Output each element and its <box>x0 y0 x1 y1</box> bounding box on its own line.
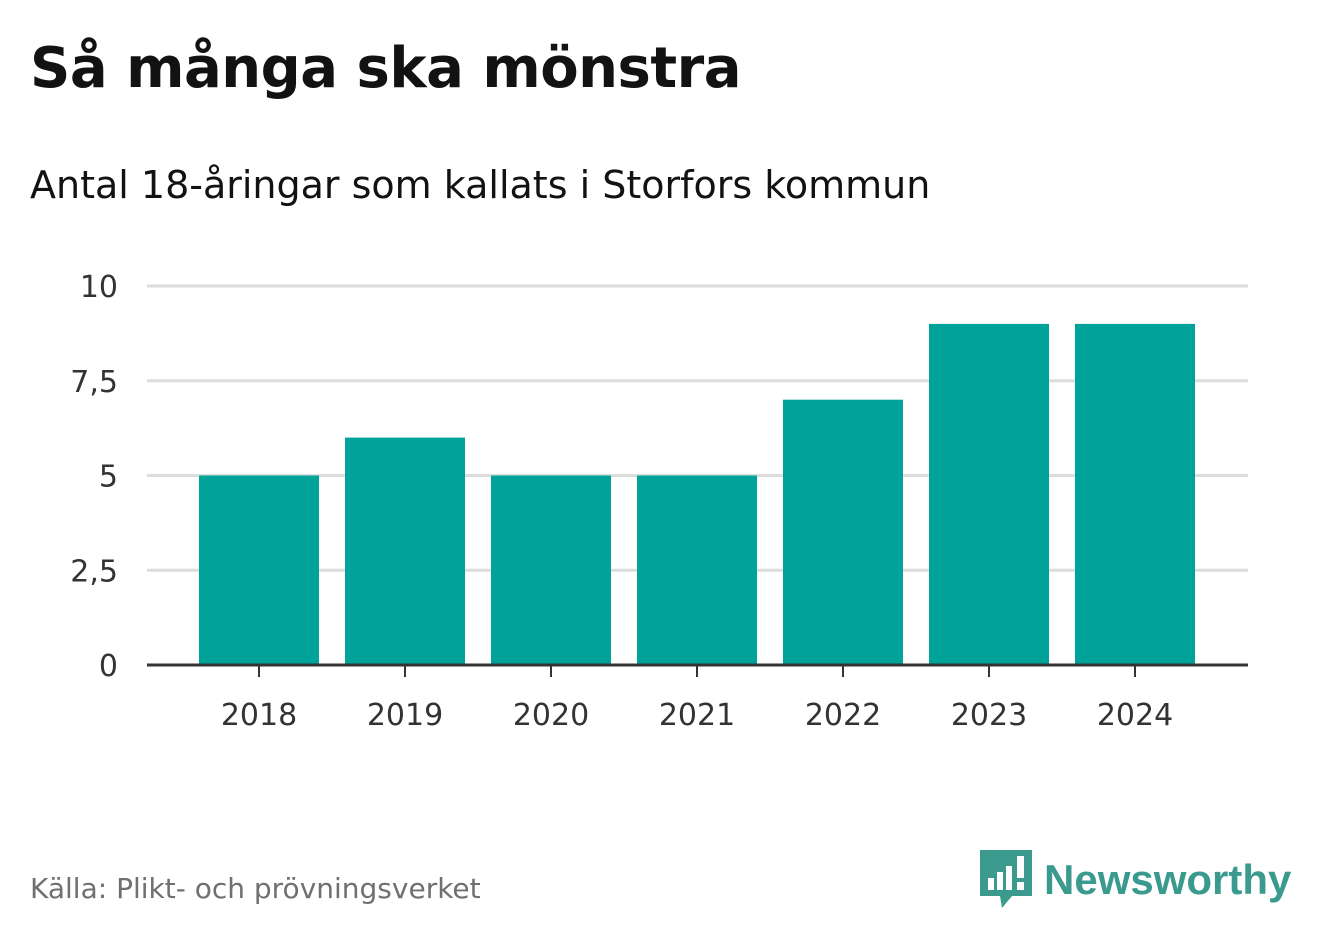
bar-2019 <box>345 437 465 665</box>
source-note: Källa: Plikt- och prövningsverket <box>30 872 481 905</box>
x-axis <box>147 663 1248 677</box>
x-axis-labels: 2018 2019 2020 2021 2022 2023 2024 <box>221 698 1173 733</box>
y-axis-labels: 0 2,5 5 7,5 10 <box>70 270 118 684</box>
bar-2022 <box>783 399 903 665</box>
bar-chart: 0 2,5 5 7,5 10 2018 2019 2020 2021 2022 2023 2024 <box>70 270 1248 733</box>
y-tick-label: 10 <box>80 270 118 305</box>
bar-2021 <box>637 475 757 665</box>
brand-name: Newsworthy <box>1044 856 1292 903</box>
x-tick-label: 2021 <box>659 698 735 733</box>
x-tick-label: 2024 <box>1097 698 1173 733</box>
brand-logo: Newsworthy <box>980 850 1291 910</box>
y-tick-label: 0 <box>99 649 118 684</box>
y-tick-label: 5 <box>99 460 118 495</box>
x-tick-label: 2023 <box>951 698 1027 733</box>
x-tick-label: 2018 <box>221 698 297 733</box>
bar-2020 <box>491 475 611 665</box>
y-tick-label: 2,5 <box>70 554 118 589</box>
bar-2024 <box>1075 323 1195 665</box>
chart-subtitle: Antal 18-åringar som kallats i Storfors … <box>30 163 931 207</box>
bar-2023 <box>929 323 1049 665</box>
x-tick-label: 2019 <box>367 698 443 733</box>
y-tick-label: 7,5 <box>70 365 118 400</box>
bar-chart-speech-bubble-icon <box>980 850 1032 908</box>
x-tick-label: 2022 <box>805 698 881 733</box>
chart-title: Så många ska mönstra <box>30 36 742 101</box>
bars <box>199 323 1195 665</box>
x-tick-label: 2020 <box>513 698 589 733</box>
bar-2018 <box>199 475 319 665</box>
